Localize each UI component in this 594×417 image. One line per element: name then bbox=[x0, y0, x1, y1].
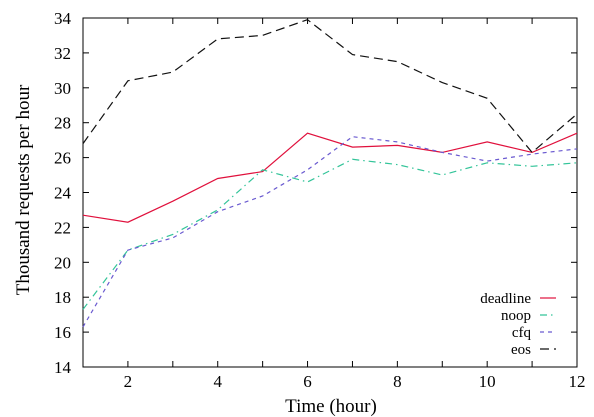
x-tick-label: 6 bbox=[303, 372, 312, 391]
legend-label-deadline: deadline bbox=[480, 291, 531, 307]
legend-label-eos: eos bbox=[511, 342, 531, 358]
y-tick-label: 32 bbox=[54, 44, 71, 63]
x-axis-label: Time (hour) bbox=[285, 396, 377, 417]
legend-label-noop: noop bbox=[501, 308, 531, 324]
x-tick-label: 2 bbox=[124, 372, 133, 391]
y-tick-label: 20 bbox=[54, 253, 71, 272]
x-tick-label: 12 bbox=[569, 372, 586, 391]
x-tick-label: 10 bbox=[479, 372, 496, 391]
y-tick-label: 14 bbox=[54, 358, 72, 377]
x-tick-label: 8 bbox=[393, 372, 402, 391]
y-tick-label: 22 bbox=[54, 218, 71, 237]
y-tick-label: 34 bbox=[54, 9, 72, 28]
y-axis-label: Thousand requests per hour bbox=[13, 84, 34, 295]
y-tick-label: 28 bbox=[54, 114, 71, 133]
legend-label-cfq: cfq bbox=[512, 325, 532, 341]
data-series bbox=[82, 19, 578, 328]
series-line-noop bbox=[82, 158, 578, 310]
y-tick-label: 24 bbox=[54, 184, 72, 203]
series-line-eos bbox=[82, 19, 578, 154]
y-tick-label: 18 bbox=[54, 288, 71, 307]
y-tick-label: 26 bbox=[54, 149, 71, 168]
y-tick-label: 30 bbox=[54, 79, 71, 98]
x-tick-label: 4 bbox=[213, 372, 222, 391]
y-tick-label: 16 bbox=[54, 323, 71, 342]
series-line-cfq bbox=[82, 136, 578, 328]
series-line-deadline bbox=[82, 132, 578, 223]
